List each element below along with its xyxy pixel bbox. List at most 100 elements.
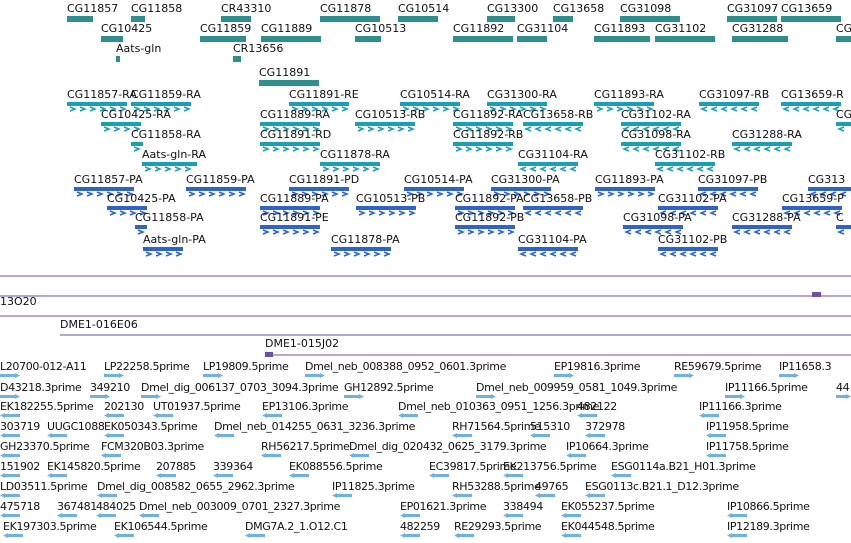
protein-feature[interactable]: CG11889-PA (260, 192, 329, 216)
protein-feature[interactable]: C (836, 211, 851, 235)
est-feature[interactable]: IP11658.3 (779, 360, 832, 378)
est-feature[interactable]: Dmel_neb_009959_0581_1049.3prime (476, 381, 678, 399)
est-feature[interactable]: UT01937.5prime (153, 400, 241, 418)
transcript-feature[interactable]: CG11858-RA (131, 128, 201, 152)
est-feature[interactable]: Dmel_neb_008388_0952_0601.3prime (305, 360, 507, 378)
est-feature[interactable]: 349210 (90, 381, 131, 399)
est-feature[interactable]: Dmel_neb_003009_0701_2327.3prime (139, 500, 341, 518)
transcript-feature[interactable]: CG11892-RA (453, 108, 523, 132)
transcript-feature[interactable]: CG31300-RA (487, 88, 557, 112)
gene-feature[interactable]: CG31104 (517, 22, 568, 42)
protein-feature[interactable]: CG31097-PB (698, 173, 767, 197)
est-feature[interactable]: IP10866.5prime (727, 500, 810, 518)
transcript-feature[interactable]: CG13658-RB (523, 108, 593, 132)
transcript-feature[interactable]: CG31102-RA (621, 108, 691, 132)
protein-feature[interactable]: CG11857-PA (74, 173, 143, 197)
est-feature[interactable]: 475718 (0, 500, 41, 518)
est-feature[interactable]: 49765 (535, 480, 569, 498)
est-feature[interactable]: RH56217.5prime (261, 440, 350, 458)
est-feature[interactable]: 338494 (503, 500, 544, 518)
est-feature[interactable]: GH23370.5prime (0, 440, 90, 458)
est-feature[interactable]: Dmel_dig_020432_0625_3179.3prime (349, 440, 547, 458)
est-feature[interactable]: EK213756.5prime (503, 460, 597, 478)
est-feature[interactable]: Dmel_neb_010363_0951_1256.3prime (398, 400, 600, 418)
transcript-feature[interactable]: CG10513-RB (355, 108, 425, 132)
transcript-feature[interactable]: CG31098-RA (621, 128, 691, 152)
est-feature[interactable]: EK044548.5prime (561, 520, 655, 538)
gene-feature[interactable]: CG31097 (727, 2, 778, 22)
transcript-feature[interactable]: CG11857-RA (67, 88, 137, 112)
est-feature[interactable]: EP13106.3prime (262, 400, 349, 418)
gene-feature[interactable]: CG11878 (320, 2, 380, 22)
est-feature[interactable]: Dmel_dig_008582_0655_2962.3prime (97, 480, 295, 498)
protein-feature[interactable]: CG31102-PB (658, 233, 727, 257)
protein-feature[interactable]: CG13659-P (782, 192, 844, 216)
gene-feature[interactable]: CG13300 (487, 2, 538, 22)
protein-feature[interactable]: CG10514-PA (404, 173, 473, 197)
transcript-feature[interactable]: CG11889-RA (260, 108, 330, 132)
est-feature[interactable]: Dmel_dig_006137_0703_3094.3prime (141, 381, 339, 399)
est-feature[interactable]: 151902 (0, 460, 40, 478)
gene-feature[interactable]: CG31098 (620, 2, 680, 22)
est-feature[interactable]: 484025 (96, 500, 137, 518)
transcript-feature[interactable]: CG313 (836, 108, 851, 132)
est-feature[interactable]: EC39817.5prime (429, 460, 517, 478)
est-feature[interactable]: EK197303.5prime (3, 520, 97, 538)
clone-feature[interactable]: 13O20 (0, 295, 37, 308)
gene-feature[interactable]: CG11889 (261, 22, 321, 42)
est-feature[interactable]: LP19809.5prime (203, 360, 289, 378)
est-feature[interactable]: GH12892.5prime (344, 381, 434, 399)
gene-feature[interactable]: CG11892 (453, 22, 513, 42)
est-feature[interactable]: IP11166.3prime (699, 400, 782, 418)
gene-feature[interactable]: CG11891 (259, 66, 319, 86)
gene-feature[interactable]: CG10513 (355, 22, 406, 42)
transcript-feature[interactable]: CG31288-RA (732, 128, 802, 152)
gene-feature[interactable]: CG31102 (655, 22, 715, 42)
protein-feature[interactable]: CG11892-PB (455, 211, 524, 235)
est-feature[interactable]: 482259 (400, 520, 441, 538)
clone-feature[interactable]: DME1-015J02 (265, 337, 339, 350)
est-feature[interactable]: IP11825.3prime (332, 480, 415, 498)
est-feature[interactable]: Dmel_neb_014255_0631_3236.3prime (214, 420, 416, 438)
est-feature[interactable]: IP11166.5prime (725, 381, 808, 399)
protein-feature[interactable]: CG31102-PA (658, 192, 727, 216)
est-feature[interactable]: EK050343.5prime (104, 420, 198, 438)
gene-feature[interactable]: CG11893 (594, 22, 650, 42)
protein-feature[interactable]: CG10425-PA (107, 192, 176, 216)
est-feature[interactable]: RE29293.5prime (454, 520, 542, 538)
gene-feature[interactable]: CG11857 (67, 2, 118, 22)
protein-feature[interactable]: CG31300-PA (491, 173, 560, 197)
est-feature[interactable]: EK055237.5prime (561, 500, 655, 518)
transcript-feature[interactable]: CG11892-RB (453, 128, 523, 152)
gene-feature[interactable]: CG11859 (200, 22, 251, 42)
protein-feature[interactable]: CG11891-PE (260, 211, 329, 235)
est-feature[interactable]: IP11958.5prime (706, 420, 789, 438)
est-feature[interactable]: ESG0113c.B21.1_D12.3prime (585, 480, 740, 498)
est-feature[interactable]: 482122 (577, 400, 617, 418)
transcript-feature[interactable]: CG31104-RA (518, 148, 588, 172)
protein-feature[interactable]: Aats-gln-PA (143, 233, 206, 257)
est-feature[interactable]: UUGC1088 (47, 420, 105, 438)
protein-feature[interactable]: CG11892-PA (455, 192, 524, 216)
est-feature[interactable]: 44 (836, 381, 851, 399)
est-feature[interactable]: EK106544.5prime (114, 520, 208, 538)
est-feature[interactable]: 303719 (0, 420, 41, 438)
protein-feature[interactable]: CG11858-PA (135, 211, 204, 235)
est-feature[interactable]: 367481 (57, 500, 97, 518)
est-feature[interactable]: DMG7A.2_1.O12.C1 (245, 520, 348, 538)
transcript-feature[interactable]: CG31102-RB (655, 148, 725, 172)
gene-feature[interactable]: CG10514 (398, 2, 449, 22)
est-feature[interactable]: 515310 (530, 420, 571, 438)
protein-feature[interactable]: CG31104-PA (518, 233, 587, 257)
est-feature[interactable]: FCM320B03.3prime (101, 440, 205, 458)
est-feature[interactable]: EP19816.3prime (554, 360, 641, 378)
est-feature[interactable]: EK088556.5prime (289, 460, 383, 478)
est-feature[interactable]: RE59679.5prime (674, 360, 762, 378)
est-feature[interactable]: L20700-012-A11 (0, 360, 87, 378)
est-feature[interactable]: ESG0114a.B21_H01.3prime (611, 460, 756, 478)
est-feature[interactable]: 339364 (213, 460, 254, 478)
gene-feature[interactable]: CG13659 (781, 2, 841, 22)
est-feature[interactable]: LD03511.5prime (0, 480, 88, 498)
